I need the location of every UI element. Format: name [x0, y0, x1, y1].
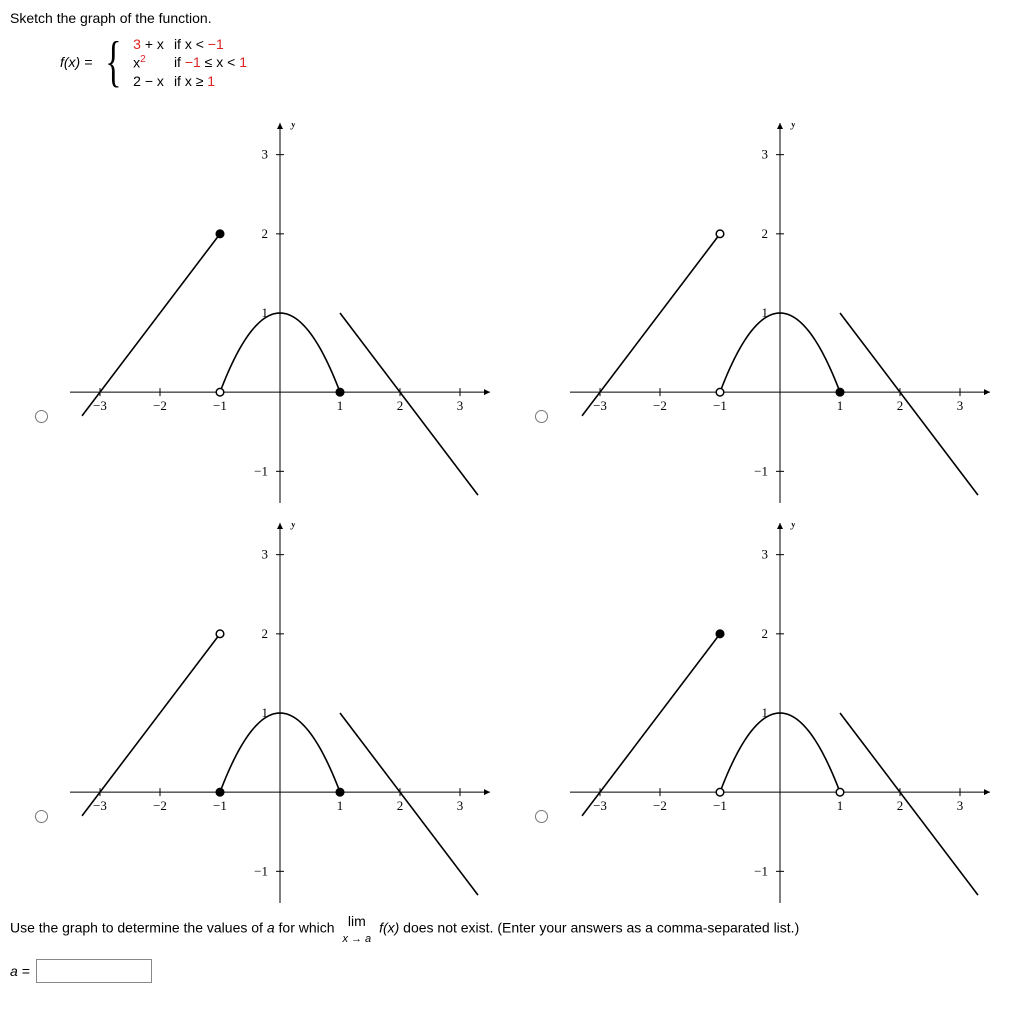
svg-text:−3: −3 [593, 398, 607, 413]
svg-text:−1: −1 [713, 398, 727, 413]
chart-d: −3−2−1123−1123xy [570, 523, 990, 903]
svg-text:3: 3 [457, 398, 464, 413]
svg-text:−1: −1 [254, 863, 268, 878]
svg-text:y: y [290, 523, 297, 530]
svg-text:2: 2 [897, 798, 904, 813]
q2-mid: for which [275, 919, 339, 935]
svg-text:2: 2 [262, 625, 269, 640]
svg-text:y: y [290, 123, 297, 130]
svg-text:−3: −3 [93, 398, 107, 413]
svg-text:2: 2 [762, 625, 769, 640]
q2-a: a [267, 919, 275, 935]
limit-sub: x → a [342, 933, 371, 945]
svg-text:−1: −1 [754, 463, 768, 478]
svg-text:2: 2 [762, 225, 769, 240]
svg-text:3: 3 [262, 546, 269, 561]
case-expr: 2 − x [133, 73, 172, 89]
case-cond: if x ≥ 1 [174, 73, 255, 89]
option-b-radio[interactable] [535, 410, 548, 423]
answer-row: a = [10, 959, 1008, 983]
svg-text:−2: −2 [153, 798, 167, 813]
svg-text:2: 2 [397, 398, 404, 413]
option-d-radio[interactable] [535, 810, 548, 823]
chart-a: −3−2−1123−1123xy [70, 123, 490, 503]
svg-text:−1: −1 [754, 863, 768, 878]
answer-input[interactable] [36, 959, 152, 983]
svg-text:−1: −1 [713, 798, 727, 813]
svg-text:y: y [790, 123, 797, 130]
svg-text:−2: −2 [653, 398, 667, 413]
case-cond: if x < −1 [174, 36, 255, 52]
svg-text:−3: −3 [593, 798, 607, 813]
svg-text:3: 3 [457, 798, 464, 813]
svg-text:−2: −2 [153, 398, 167, 413]
limit-question: Use the graph to determine the values of… [10, 913, 1008, 945]
svg-text:3: 3 [762, 146, 769, 161]
svg-text:1: 1 [337, 398, 344, 413]
svg-text:2: 2 [897, 398, 904, 413]
case-expr: x2 [133, 54, 172, 71]
svg-text:−1: −1 [213, 398, 227, 413]
cases-table: 3 + xif x < −1x2if −1 ≤ x < 12 − xif x ≥… [131, 34, 257, 91]
q2-post: does not exist. (Enter your answers as a… [399, 919, 799, 935]
limit-symbol: lim [348, 913, 366, 929]
chart-b: −3−2−1123−1123xy [570, 123, 990, 503]
option-c-radio[interactable] [35, 810, 48, 823]
svg-text:1: 1 [837, 798, 844, 813]
q2-pre: Use the graph to determine the values of [10, 919, 267, 935]
svg-text:−3: −3 [93, 798, 107, 813]
svg-text:2: 2 [397, 798, 404, 813]
svg-text:y: y [790, 523, 797, 530]
svg-text:3: 3 [957, 398, 964, 413]
svg-text:3: 3 [762, 546, 769, 561]
answer-label: a = [10, 963, 30, 979]
svg-text:3: 3 [957, 798, 964, 813]
chart-c: −3−2−1123−1123xy [70, 523, 490, 903]
svg-text:2: 2 [262, 225, 269, 240]
case-cond: if −1 ≤ x < 1 [174, 54, 255, 71]
svg-text:−1: −1 [254, 463, 268, 478]
option-a-radio[interactable] [35, 410, 48, 423]
svg-text:3: 3 [262, 146, 269, 161]
case-expr: 3 + x [133, 36, 172, 52]
question-prompt: Sketch the graph of the function. [10, 10, 1008, 26]
brace-icon: { [106, 34, 122, 90]
svg-text:1: 1 [837, 398, 844, 413]
q2-fx: f(x) [379, 919, 399, 935]
svg-text:1: 1 [337, 798, 344, 813]
charts-grid: −3−2−1123−1123xy −3−2−1123−1123xy −3−2−1… [10, 103, 1008, 903]
svg-text:−2: −2 [653, 798, 667, 813]
svg-text:−1: −1 [213, 798, 227, 813]
